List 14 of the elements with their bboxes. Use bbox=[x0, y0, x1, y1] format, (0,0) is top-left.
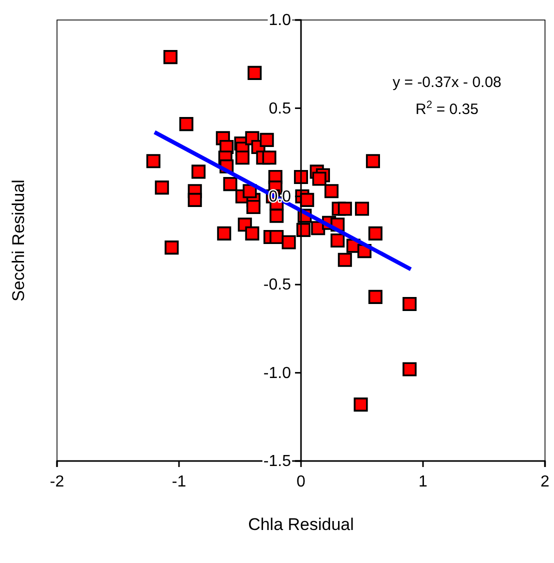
x-tick-label: -1 bbox=[172, 473, 186, 490]
x-tick-label: 1 bbox=[418, 473, 428, 490]
y-axis-title: Secchi Residual bbox=[9, 180, 28, 302]
annotation: y = -0.37x - 0.08 bbox=[392, 74, 502, 91]
x-tick-label: 2 bbox=[540, 473, 550, 490]
y-tick-label: -1.0 bbox=[263, 364, 292, 382]
y-tick-label: 0.5 bbox=[268, 100, 292, 118]
y-tick-label: -0.5 bbox=[263, 276, 292, 294]
x-tick-label: -2 bbox=[50, 473, 64, 490]
x-tick-label: 0 bbox=[296, 473, 306, 490]
x-axis-title: Chla Residual bbox=[248, 515, 354, 534]
y-tick-label: -1.5 bbox=[263, 453, 292, 470]
annotation: R$^{2}$ = 0.35 bbox=[416, 99, 478, 118]
y-tick-label: 1.0 bbox=[268, 12, 292, 30]
